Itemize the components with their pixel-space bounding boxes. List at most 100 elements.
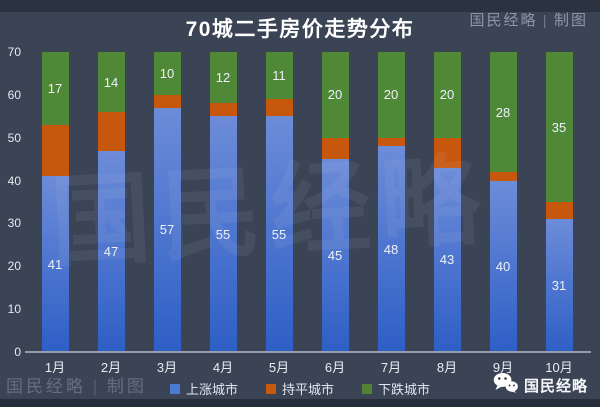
data-label: 48 [383, 241, 399, 257]
data-label: 45 [327, 248, 343, 264]
bar-segment-down: 20 [433, 52, 461, 138]
bar-10月: 31 35 [531, 52, 587, 352]
x-axis-label: 8月 [436, 360, 458, 375]
bar-segment-flat [321, 137, 349, 160]
bar-9月: 40 28 [475, 52, 531, 352]
stacked-bar: 48 20 [377, 52, 405, 352]
bar-1月: 41 17 [27, 52, 83, 352]
y-axis-label: 60 [7, 87, 21, 102]
x-axis-line [25, 351, 591, 353]
bar-segment-up: 41 [41, 176, 69, 352]
data-label: 40 [495, 258, 511, 274]
legend-label: 下跌城市 [378, 382, 431, 397]
x-axis-labels: 1月 2月 3月 4月 5月 6月 7月 8月 9月 10月 [27, 357, 587, 376]
stacked-bar: 31 35 [545, 52, 573, 352]
bar-segment-down: 10 [153, 52, 181, 95]
bar-segment-flat [209, 103, 237, 117]
bar-segment-down: 20 [377, 52, 405, 138]
x-axis-label: 10月 [545, 360, 573, 375]
bar-segment-flat [377, 137, 405, 147]
x-axis-label: 6月 [324, 360, 346, 375]
legend-label: 上涨城市 [185, 382, 238, 397]
bar-segment-up: 47 [97, 150, 125, 352]
legend-label: 持平城市 [281, 382, 334, 397]
bar-segment-down: 11 [265, 52, 293, 100]
bar-segment-up: 40 [489, 180, 517, 352]
x-axis-label: 7月 [380, 360, 402, 375]
bar-2月: 47 14 [83, 52, 139, 352]
bar-3月: 57 10 [139, 52, 195, 352]
x-axis-label: 5月 [268, 360, 290, 375]
data-label: 14 [103, 74, 119, 90]
data-label: 55 [271, 226, 287, 242]
stacked-bar: 41 17 [41, 52, 69, 352]
x-axis-label: 3月 [156, 360, 178, 375]
data-label: 57 [159, 222, 175, 238]
data-label: 55 [215, 226, 231, 242]
bottom-edge-strip [0, 399, 600, 407]
bar-segment-up: 57 [153, 107, 181, 352]
bar-8月: 43 20 [419, 52, 475, 352]
data-label: 35 [551, 119, 567, 135]
y-axis-label: 50 [7, 130, 21, 145]
y-axis-label: 10 [7, 302, 21, 317]
data-label: 11 [272, 68, 286, 84]
bar-segment-up: 48 [377, 146, 405, 352]
data-label: 47 [103, 243, 119, 259]
bar-segment-up: 45 [321, 159, 349, 352]
bar-segment-down: 14 [97, 52, 125, 113]
bar-segment-up: 55 [209, 116, 237, 352]
data-label: 17 [47, 80, 63, 96]
wechat-icon [493, 372, 518, 398]
bottom-left-watermark: 国民经略 | 制图 [6, 377, 147, 396]
stacked-bar: 40 28 [489, 52, 517, 352]
bar-segment-down: 12 [209, 52, 237, 104]
bar-segment-down: 35 [545, 52, 573, 203]
bar-7月: 48 20 [363, 52, 419, 352]
bar-segment-down: 20 [321, 52, 349, 138]
stacked-bar: 45 20 [321, 52, 349, 352]
legend-item-flat: 持平城市 [265, 379, 334, 398]
data-label: 10 [159, 65, 175, 81]
legend-swatch-up [169, 383, 180, 394]
stacked-bar: 57 10 [153, 52, 181, 352]
bar-segment-down: 28 [489, 52, 517, 173]
x-axis-label: 4月 [212, 360, 234, 375]
bar-4月: 55 12 [195, 52, 251, 352]
y-axis-label: 30 [7, 216, 21, 231]
bar-segment-flat [97, 112, 125, 151]
stacked-bar: 47 14 [97, 52, 125, 352]
y-axis-label: 20 [7, 259, 21, 274]
data-label: 28 [495, 104, 511, 120]
chart-title: 70城二手房价走势分布 [185, 18, 415, 41]
bar-segment-flat [489, 172, 517, 181]
bar-6月: 45 20 [307, 52, 363, 352]
x-axis-label: 2月 [100, 360, 122, 375]
top-right-credit: 国民经略 | 制图 [469, 13, 588, 29]
stacked-bar: 55 12 [209, 52, 237, 352]
y-axis-label: 70 [7, 45, 21, 59]
bar-segment-up: 31 [545, 219, 573, 352]
legend-swatch-flat [265, 383, 276, 394]
bar-segment-down: 17 [41, 52, 69, 125]
y-axis-label: 0 [14, 345, 21, 359]
x-axis-label: 1月 [44, 360, 66, 375]
legend-item-up: 上涨城市 [169, 379, 238, 398]
legend-swatch-down [362, 383, 372, 394]
legend-item-down: 下跌城市 [362, 379, 430, 398]
data-label: 43 [439, 252, 455, 268]
brand-name: 国民经略 [523, 377, 588, 395]
bar-5月: 55 11 [251, 52, 307, 352]
bar-segment-flat [433, 137, 461, 168]
data-label: 20 [439, 87, 455, 103]
data-label: 12 [215, 70, 231, 86]
y-axis: 0 10 20 30 40 50 60 70 [0, 45, 21, 359]
bar-segment-up: 43 [433, 167, 461, 352]
stacked-bar: 55 11 [265, 52, 293, 352]
data-label: 20 [327, 87, 343, 103]
x-axis-label: 9月 [492, 360, 514, 375]
bar-segment-up: 55 [265, 116, 293, 352]
y-axis-label: 40 [7, 173, 21, 188]
top-edge-strip [0, 0, 600, 12]
